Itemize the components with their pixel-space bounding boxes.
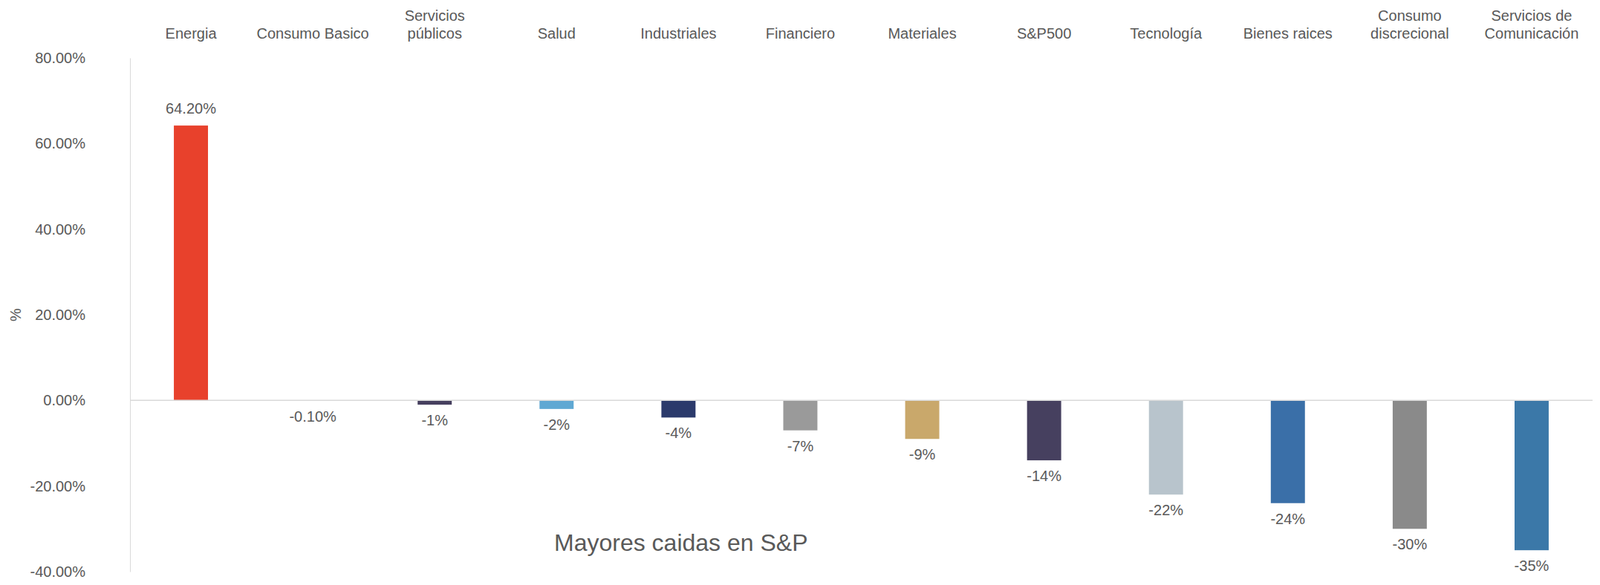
x-tick-label: Serviciospúblicos	[404, 7, 465, 42]
x-tick-label: Tecnología	[1129, 25, 1203, 42]
bar	[1149, 400, 1184, 495]
data-label: -35%	[1514, 557, 1550, 575]
data-label: -22%	[1148, 502, 1184, 519]
y-tick-label: -20.00%	[30, 478, 87, 495]
y-axis-title: %	[7, 308, 24, 322]
y-tick-label: 40.00%	[34, 221, 86, 238]
x-tick: Servicios deComunicación	[1484, 7, 1580, 42]
bar	[782, 400, 818, 431]
x-tick: Industriales	[640, 25, 717, 42]
x-tick-label: Energia	[165, 25, 218, 42]
bar	[661, 400, 696, 418]
zero-line	[129, 400, 1593, 402]
x-tick-label: Materiales	[887, 25, 956, 42]
data-label: -0.10%	[288, 408, 337, 425]
y-axis: -40.00% -20.00% 0.00% 20.00% 40.00% 60.00% 80.…	[30, 49, 131, 581]
y-tick-label: 80.00%	[34, 49, 86, 67]
x-tick-label: Industriales	[640, 25, 717, 42]
bars	[173, 125, 1549, 551]
data-label: -14%	[1026, 467, 1062, 485]
data-label: -7%	[787, 438, 815, 455]
bar	[1392, 400, 1427, 529]
x-tick-label: Financiero	[765, 25, 835, 42]
y-tick: 0.00%	[43, 392, 130, 409]
data-label: -9%	[909, 446, 936, 463]
x-tick-label: Bienes raices	[1243, 25, 1333, 42]
y-tick: -40.00%	[30, 563, 131, 581]
x-tick-label: S&P500	[1016, 25, 1072, 42]
data-label: -4%	[665, 424, 693, 442]
x-tick-label: Servicios deComunicación	[1484, 7, 1580, 42]
y-tick-label: 60.00%	[34, 135, 86, 152]
x-tick: Salud	[537, 25, 576, 42]
y-tick: 20.00%	[34, 306, 130, 324]
data-label: 64.20%	[165, 100, 217, 117]
bar	[1270, 400, 1306, 503]
y-tick-label: 0.00%	[43, 392, 86, 409]
y-axis-line	[129, 58, 131, 573]
x-tick-label: Consumodiscrecional	[1370, 7, 1450, 42]
data-label: -24%	[1270, 511, 1306, 528]
bar	[539, 400, 574, 410]
y-tick: -20.00%	[30, 478, 131, 495]
x-tick: Financiero	[765, 25, 835, 42]
x-tick: Consumodiscrecional	[1370, 7, 1450, 42]
data-label: -30%	[1392, 536, 1428, 553]
bar	[417, 400, 452, 405]
x-tick: Materiales	[887, 25, 956, 42]
x-tick: Serviciospúblicos	[404, 7, 465, 42]
data-label: -1%	[421, 412, 448, 429]
x-tick-label: Salud	[537, 25, 576, 42]
plot: -40.00% -20.00% 0.00% 20.00% 40.00% 60.00% 80.…	[30, 49, 1594, 581]
x-tick: Tecnología	[1129, 25, 1203, 42]
y-tick-label: -40.00%	[30, 563, 87, 581]
x-tick: S&P500	[1016, 25, 1072, 42]
y-tick: 80.00%	[34, 49, 130, 67]
y-tick: 40.00%	[34, 221, 130, 238]
bar	[905, 400, 940, 439]
x-tick-label: Consumo Basico	[257, 25, 370, 42]
data-label: -2%	[543, 416, 571, 434]
data-labels: 64.20% -0.10% -1% -2% -4% -7% -9% -14% -22% -24% -…	[165, 100, 1549, 575]
x-axis: Energia Consumo Basico Serviciospúblicos Sa…	[130, 7, 1594, 42]
bar	[173, 125, 208, 401]
bar	[1027, 400, 1062, 461]
y-tick: 60.00%	[34, 135, 130, 152]
chart: -40.00% -20.00% 0.00% 20.00% 40.00% 60.00% 80.…	[0, 0, 1600, 585]
y-tick-label: 20.00%	[34, 306, 86, 324]
x-tick: Energia	[165, 25, 218, 42]
bar	[1514, 400, 1549, 551]
title: Mayores caidas en S&P	[554, 529, 809, 557]
x-tick: Consumo Basico	[257, 25, 370, 42]
x-tick: Bienes raices	[1243, 25, 1333, 42]
